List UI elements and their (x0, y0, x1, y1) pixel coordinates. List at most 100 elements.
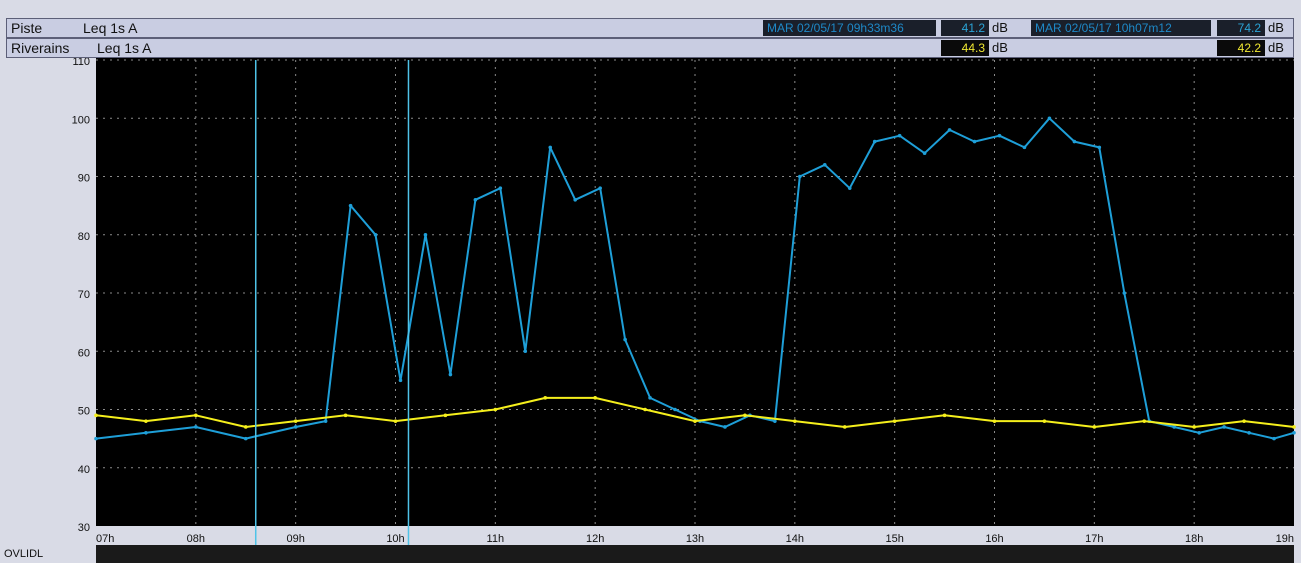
y-tick-label: 80 (78, 231, 90, 243)
data-point-piste (423, 232, 428, 237)
cursor1-value: 41.2 (941, 20, 989, 36)
sound-level-chart[interactable]: 110 100 90 80 70 60 50 40 30 07h 08h 09h 10h 11h 12h 1… (0, 58, 1301, 545)
data-point-piste (1222, 425, 1226, 429)
data-point-riverains (892, 419, 897, 423)
data-point-riverains (1292, 425, 1296, 429)
metric-label: Leq 1s A (83, 20, 138, 36)
data-point-riverains (942, 413, 947, 418)
data-point-riverains (343, 413, 348, 418)
data-point-piste (373, 232, 378, 237)
x-tick-label: 19h (1276, 533, 1294, 545)
x-tick-label: 07h (96, 533, 114, 545)
data-point-riverains (94, 413, 98, 418)
data-point-piste (1272, 436, 1276, 441)
data-point-riverains (393, 419, 398, 423)
overload-label: OVLIDL (4, 548, 44, 560)
data-point-piste (94, 436, 98, 441)
data-point-piste (194, 425, 198, 429)
x-tick-label: 18h (1185, 533, 1203, 545)
data-point-piste (598, 186, 602, 190)
data-point-piste (1292, 431, 1296, 435)
cursor2-value: 74.2 (1217, 20, 1265, 36)
x-tick-label: 15h (885, 533, 903, 545)
data-point-piste (947, 128, 952, 132)
y-tick-label: 100 (72, 114, 90, 126)
data-point-riverains (194, 413, 198, 418)
channel-header-riverains: Riverains Leq 1s A 44.3 dB 42.2 dB (6, 38, 1294, 58)
data-point-piste (872, 139, 877, 144)
data-point-piste (847, 186, 852, 190)
data-point-piste (997, 133, 1002, 138)
cursor1-unit: dB (992, 40, 1008, 55)
data-point-piste (523, 349, 528, 354)
data-point-riverains (293, 419, 298, 423)
cursor2-unit: dB (1268, 20, 1284, 35)
data-point-piste (673, 407, 677, 412)
cursor1-value: 44.3 (941, 40, 989, 56)
data-point-piste (648, 396, 652, 400)
y-tick-label: 110 (72, 58, 90, 68)
x-tick-label: 09h (286, 533, 304, 545)
data-point-riverains (144, 419, 148, 423)
channel-header-piste: Piste Leq 1s A MAR 02/05/17 09h33m36 41.… (6, 18, 1294, 38)
data-point-riverains (1092, 425, 1097, 429)
data-point-piste (922, 151, 927, 155)
y-tick-label: 60 (78, 347, 90, 359)
data-point-riverains (1042, 419, 1047, 423)
series-group (94, 116, 1296, 441)
x-tick-label: 10h (386, 533, 404, 545)
data-point-riverains (243, 425, 248, 429)
x-tick-label: 11h (487, 533, 505, 545)
data-point-piste (1197, 431, 1201, 435)
data-point-piste (1047, 116, 1052, 121)
cursor2-timestamp: MAR 02/05/17 10h07m12 (1031, 20, 1211, 36)
data-point-piste (798, 174, 802, 179)
data-point-riverains (842, 425, 847, 429)
overload-strip (96, 545, 1294, 563)
data-point-riverains (743, 413, 747, 418)
cursor-lines[interactable] (254, 60, 410, 545)
data-point-piste (1247, 431, 1251, 435)
x-tick-label: 16h (985, 533, 1003, 545)
data-point-riverains (1142, 419, 1147, 423)
data-point-riverains (693, 419, 697, 423)
data-point-riverains (1192, 425, 1196, 429)
cursor1-timestamp: MAR 02/05/17 09h33m36 (763, 20, 936, 36)
data-point-piste (498, 186, 503, 190)
data-point-piste (348, 203, 353, 208)
x-tick-label: 12h (586, 533, 604, 545)
data-point-riverains (593, 396, 597, 400)
data-point-piste (1172, 425, 1176, 429)
data-point-riverains (1242, 419, 1246, 423)
data-point-piste (448, 372, 453, 377)
data-point-riverains (543, 396, 548, 400)
x-tick-label: 14h (786, 533, 804, 545)
y-tick-label: 90 (78, 173, 90, 185)
channel-name-label: Piste (11, 20, 43, 36)
data-point-riverains (992, 419, 997, 423)
cursor2-unit: dB (1268, 40, 1284, 55)
data-point-riverains (643, 407, 647, 412)
x-axis: 07h 08h 09h 10h 11h 12h 13h 14h 15h 16h 17h 18h 19h (96, 533, 1294, 545)
data-point-piste (773, 419, 777, 423)
data-point-piste (1097, 145, 1102, 150)
data-point-piste (623, 337, 627, 342)
x-tick-label: 17h (1085, 533, 1103, 545)
metric-label: Leq 1s A (97, 40, 152, 56)
channel-name-label: Riverains (11, 40, 70, 56)
y-tick-label: 70 (78, 289, 90, 301)
data-point-piste (398, 378, 403, 383)
data-point-riverains (493, 407, 498, 412)
data-point-piste (1072, 139, 1077, 144)
data-point-piste (1122, 291, 1127, 295)
data-point-piste (822, 163, 827, 167)
y-tick-label: 30 (78, 522, 90, 534)
data-point-piste (548, 145, 553, 150)
data-point-piste (323, 419, 328, 423)
data-point-riverains (793, 419, 797, 423)
y-tick-label: 50 (78, 406, 90, 418)
y-axis: 110 100 90 80 70 60 50 40 30 (72, 58, 90, 534)
data-point-piste (243, 436, 248, 441)
y-tick-label: 40 (78, 464, 90, 476)
x-tick-label: 13h (686, 533, 704, 545)
